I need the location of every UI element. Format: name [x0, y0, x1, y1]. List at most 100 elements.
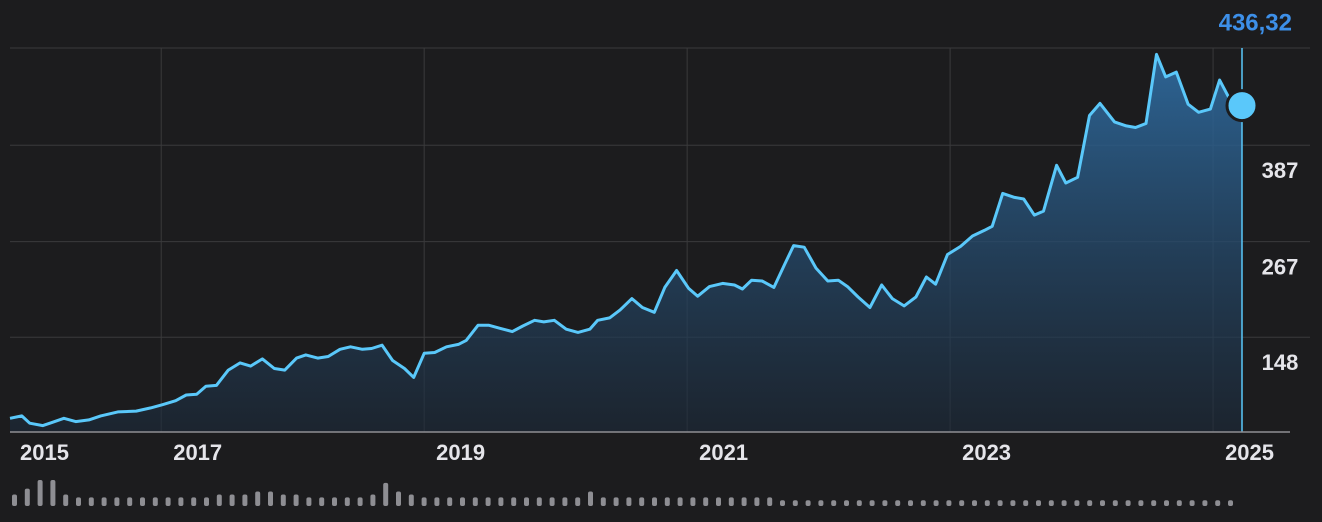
labels: 148 267 387 2015 2017 2019 2021 2023 2025 436,32	[20, 9, 1298, 464]
volume-bar	[1112, 500, 1118, 506]
volume-bar	[728, 497, 734, 506]
volume-bar	[780, 500, 785, 506]
volume-bar	[536, 497, 542, 506]
volume-bar	[127, 497, 133, 506]
x-tick-label: 2023	[962, 440, 1011, 465]
volume-bar	[63, 494, 69, 506]
current-point	[1225, 89, 1259, 123]
volume-bar	[268, 491, 273, 506]
volume-bar	[1176, 500, 1182, 506]
volume-bar	[204, 497, 209, 506]
volume-bar	[178, 497, 184, 506]
volume-bar	[37, 480, 43, 506]
x-tick-label: 2017	[173, 440, 222, 465]
volume-bar	[344, 497, 350, 506]
volume-bar	[1202, 500, 1208, 506]
volume-bar	[306, 497, 312, 506]
volume-bar	[152, 497, 158, 506]
volume-bar	[319, 497, 325, 506]
volume-bar	[101, 497, 107, 506]
volume-bar	[1151, 500, 1157, 506]
volume-bar	[805, 500, 811, 506]
volume-bar	[754, 497, 760, 506]
volume-bar	[818, 500, 824, 506]
volume-bar	[76, 497, 81, 506]
volume-bar	[280, 494, 286, 506]
volume-bar	[664, 497, 670, 506]
x-tick-label: 2019	[436, 440, 485, 465]
volume-bar	[165, 497, 171, 506]
volume-bar	[920, 500, 926, 506]
area	[10, 54, 1242, 433]
volume-bar	[460, 497, 465, 506]
volume-bar	[524, 497, 529, 506]
volume-bar	[421, 497, 427, 506]
volume-bar	[1036, 500, 1041, 506]
volume-bar	[242, 494, 248, 506]
volume-bar	[549, 497, 555, 506]
volume-bar	[946, 500, 952, 506]
volume-bar	[88, 497, 94, 506]
x-tick-label: 2015	[20, 440, 69, 465]
volume-bar	[1164, 500, 1169, 506]
volume	[12, 480, 1233, 506]
volume-bar	[114, 497, 120, 506]
volume-bar	[1048, 500, 1054, 506]
volume-bar	[383, 482, 389, 506]
volume-bar	[12, 494, 17, 506]
volume-bar	[332, 497, 337, 506]
plot	[9, 48, 1259, 433]
volume-bar	[588, 491, 593, 506]
volume-bar	[703, 497, 709, 506]
volume-bar	[511, 497, 517, 506]
volume-bar	[613, 497, 619, 506]
y-tick-label: 267	[1262, 254, 1299, 279]
volume-bar	[1138, 500, 1144, 506]
volume-bar	[408, 494, 414, 506]
volume-bar	[908, 500, 913, 506]
volume-bar	[447, 497, 453, 506]
volume-bar	[831, 500, 837, 506]
volume-bar	[216, 494, 222, 506]
volume-bar	[485, 497, 491, 506]
x-tick-label: 2021	[699, 440, 748, 465]
volume-bar	[575, 497, 581, 506]
price-line	[9, 52, 1243, 428]
volume-bar	[895, 500, 901, 506]
y-tick-label: 148	[1262, 350, 1299, 375]
volume-bar	[396, 491, 401, 506]
volume-bar	[1189, 500, 1195, 506]
volume-bar	[1100, 500, 1105, 506]
volume-bar	[434, 497, 440, 506]
volume-bar	[357, 497, 363, 506]
volume-bar	[856, 500, 862, 506]
volume-bar	[255, 491, 261, 506]
volume-bar	[639, 497, 645, 506]
volume-bar	[792, 500, 798, 506]
volume-bar	[677, 497, 683, 506]
volume-bar	[472, 497, 478, 506]
volume-bar	[50, 480, 56, 506]
x-tick-label: 2025	[1225, 440, 1274, 465]
volume-bar	[933, 500, 939, 506]
volume-bar	[1061, 500, 1067, 506]
volume-bar	[767, 497, 773, 506]
volume-bar	[690, 497, 696, 506]
volume-bar	[1228, 500, 1233, 506]
volume-bar	[984, 500, 990, 506]
volume-bar	[716, 497, 721, 506]
y-tick-label: 387	[1262, 158, 1299, 183]
volume-bar	[869, 500, 875, 506]
volume-bar	[24, 488, 30, 506]
volume-bar	[600, 497, 606, 506]
volume-bar	[140, 497, 145, 506]
volume-bar	[882, 500, 888, 506]
volume-bar	[972, 500, 977, 506]
volume-bar	[1125, 500, 1131, 506]
volume-bar	[844, 500, 849, 506]
volume-bar	[498, 497, 504, 506]
volume-bar	[626, 497, 632, 506]
volume-bar	[997, 500, 1003, 506]
volume-bar	[562, 497, 568, 506]
